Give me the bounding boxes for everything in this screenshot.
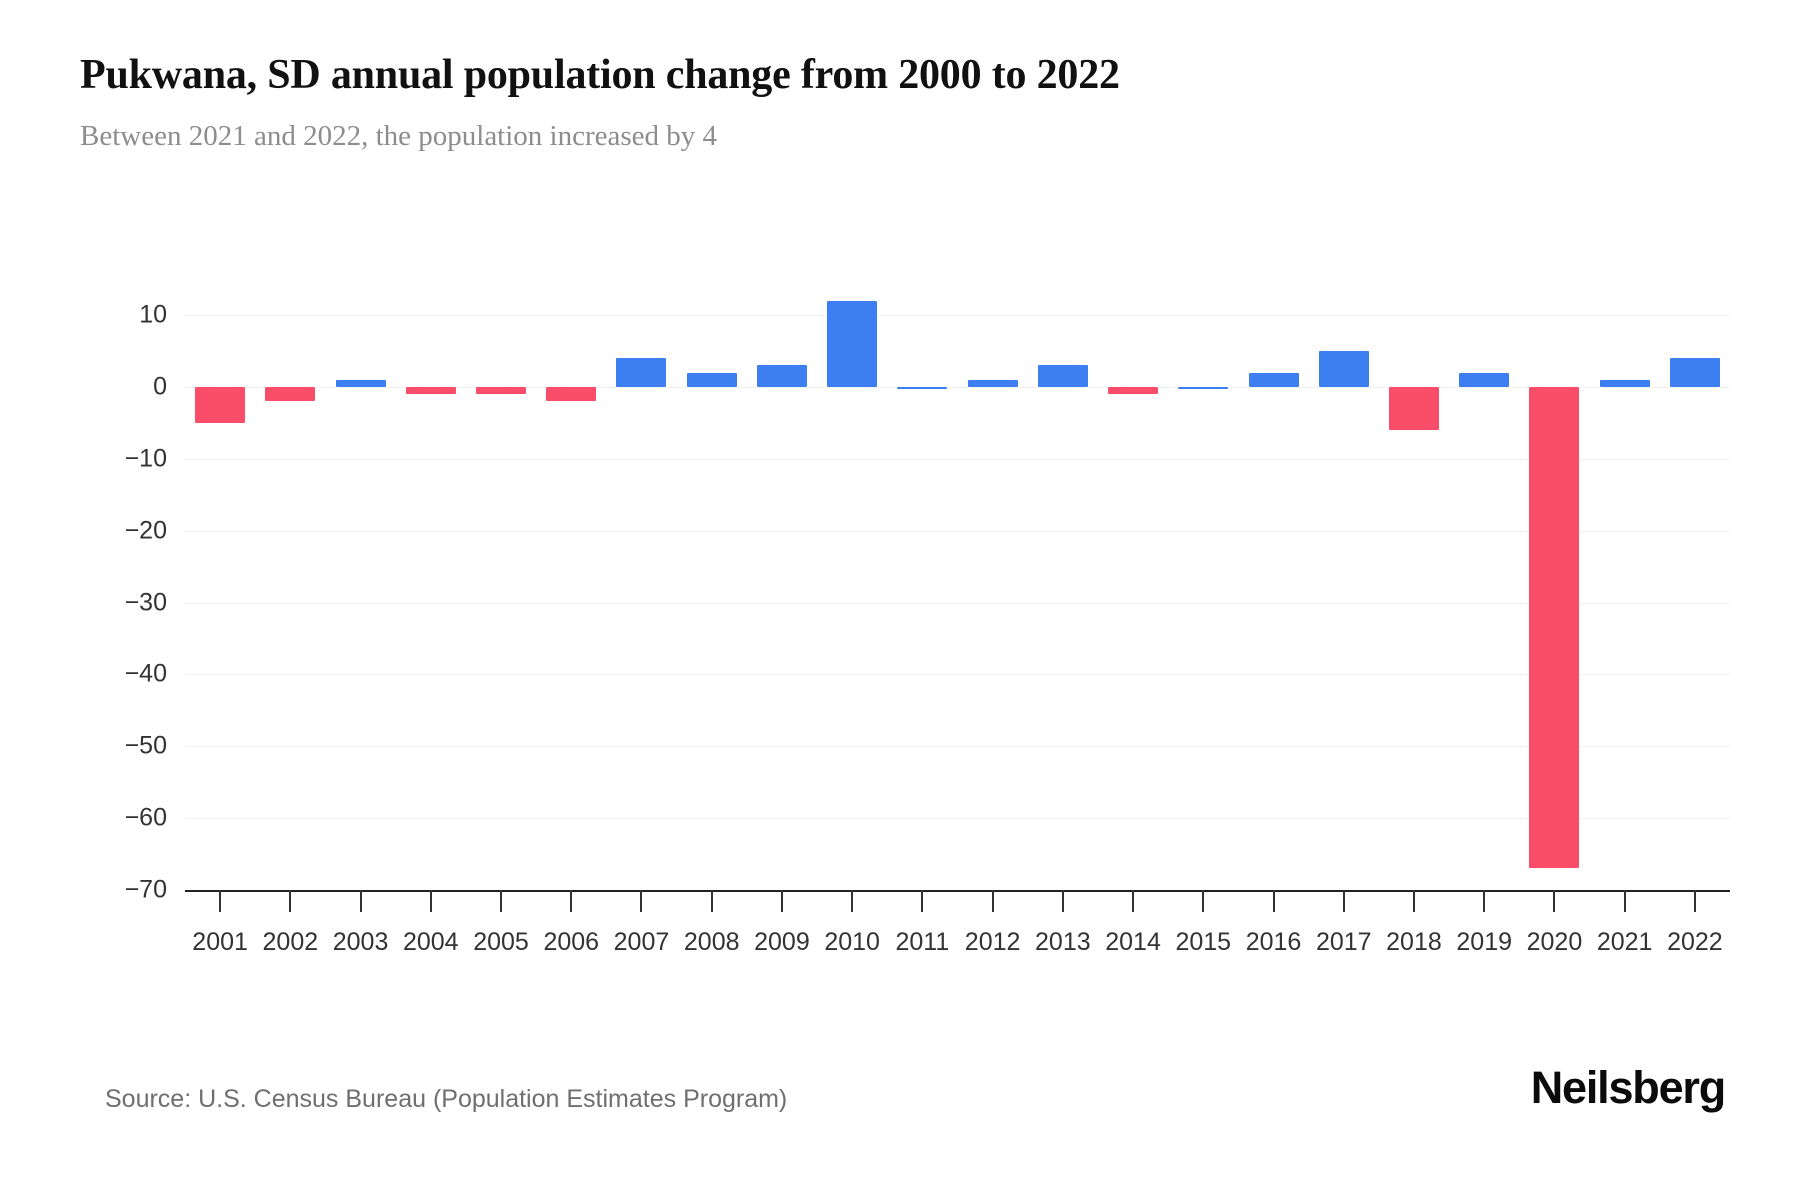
x-axis-tick [1061,890,1064,912]
x-axis-tick [780,890,783,912]
gridline [185,818,1730,820]
x-axis-tick-label: 2016 [1245,928,1302,956]
bar-2004[interactable] [405,386,456,395]
bar-2009[interactable] [756,365,807,387]
gridline [185,674,1730,676]
x-axis-tick [219,890,222,912]
x-axis-tick [640,890,643,912]
chart-header: Pukwana, SD annual population change fro… [80,50,1730,155]
x-axis-tick [1202,890,1205,912]
y-axis-tick-label: 0 [153,372,167,401]
bar-2008[interactable] [686,372,737,387]
x-axis-tick-label: 2001 [192,928,248,956]
gridline [185,458,1730,460]
bar-2003[interactable] [335,379,386,387]
x-axis-tick-label: 2014 [1105,928,1161,956]
gridline [185,530,1730,532]
bar-2001[interactable] [195,386,246,423]
bar-2005[interactable] [476,386,527,395]
x-axis-tick-label: 2012 [964,928,1021,956]
bar-2002[interactable] [265,386,316,402]
x-axis-tick [991,890,994,912]
y-axis-tick-label: −40 [124,659,167,688]
gridline [185,386,1730,388]
x-axis-tick-label: 2017 [1315,928,1372,956]
x-axis-tick-label: 2005 [473,928,529,956]
page-title: Pukwana, SD annual population change fro… [80,52,1120,98]
x-axis-tick-label: 2021 [1596,928,1653,956]
x-axis-tick-label: 2007 [613,928,670,956]
bar-2014[interactable] [1108,386,1159,395]
x-axis-tick [429,890,432,912]
x-axis-tick-label: 2002 [262,928,319,956]
x-axis-tick [1483,890,1486,912]
bar-2013[interactable] [1037,365,1088,387]
y-axis-tick-label: −30 [124,588,167,616]
x-axis-tick-label: 2013 [1035,928,1091,956]
x-axis-tick [851,890,854,912]
gridline [185,602,1730,604]
x-axis-tick [710,890,713,912]
bar-2006[interactable] [546,386,597,402]
bar-2017[interactable] [1318,350,1369,387]
bar-2019[interactable] [1459,372,1510,387]
y-axis-tick-label: −10 [124,444,167,473]
bar-chart: 10 0 −10 −20 −30 −40 −50 −60 −70 2001 2002 2003 200… [125,300,1730,956]
x-axis-tick-label: 2020 [1526,928,1583,956]
x-axis-tick [500,890,503,912]
bar-2007[interactable] [616,358,667,387]
x-axis-tick-label: 2009 [754,928,810,956]
bar-2016[interactable] [1248,372,1299,387]
x-axis-tick [1412,890,1415,912]
y-axis-tick-label: −20 [124,516,167,545]
x-axis-tick-label: 2019 [1456,928,1513,956]
bar-2022[interactable] [1669,358,1720,387]
x-axis-tick [1693,890,1696,912]
source-note: Source: U.S. Census Bureau (Population E… [105,1085,788,1113]
bar-2012[interactable] [967,379,1018,387]
x-axis-tick [1342,890,1345,912]
y-axis-tick-label: −70 [124,875,167,904]
x-axis-tick-label: 2006 [543,928,600,956]
x-axis-tick [359,890,362,912]
x-axis-tick [1272,890,1275,912]
x-axis-tick-label: 2010 [824,928,880,956]
x-axis-tick [289,890,292,912]
gridline [185,746,1730,748]
x-axis-tick [1553,890,1556,912]
gridline [185,315,1730,316]
chart-subtitle: Between 2021 and 2022, the population in… [80,120,718,153]
bar-2018[interactable] [1388,386,1439,430]
x-axis-tick [570,890,573,912]
x-axis-tick-label: 2003 [332,928,389,956]
bar-2015[interactable] [1178,386,1229,389]
brand-logo: Neilsberg [1530,1062,1726,1113]
x-axis-line [185,890,1730,892]
x-axis-tick-label: 2018 [1386,928,1442,956]
y-axis-tick-label: −60 [124,803,167,832]
x-axis-tick-label: 2011 [895,928,950,956]
bar-2020[interactable] [1529,386,1580,869]
y-axis-tick-label: 10 [139,300,167,329]
x-axis-tick [921,890,924,912]
x-axis-tick-label: 2008 [683,928,740,956]
bar-2021[interactable] [1599,379,1650,387]
x-axis-tick [1623,890,1626,912]
x-axis-tick-label: 2004 [402,928,459,956]
x-axis-tick-label: 2022 [1667,928,1723,956]
x-axis-tick-label: 2015 [1175,928,1232,956]
bar-2010[interactable] [827,300,878,387]
x-axis-tick [1132,890,1135,912]
y-axis-tick-label: −50 [124,731,167,760]
bar-2011[interactable] [897,386,948,389]
